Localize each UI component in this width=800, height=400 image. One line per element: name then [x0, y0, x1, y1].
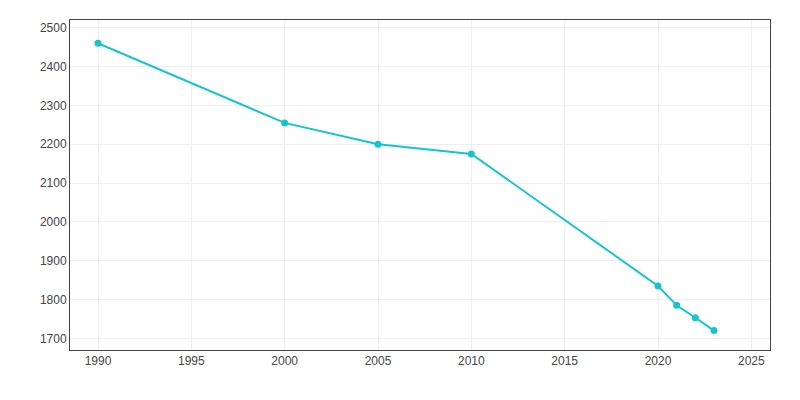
svg-text:1800: 1800	[40, 293, 67, 307]
svg-text:2010: 2010	[458, 354, 485, 368]
svg-text:2020: 2020	[645, 354, 672, 368]
svg-text:2025: 2025	[738, 354, 765, 368]
svg-text:2200: 2200	[40, 137, 67, 151]
svg-text:1990: 1990	[85, 354, 112, 368]
svg-text:2000: 2000	[271, 354, 298, 368]
svg-text:1900: 1900	[40, 254, 67, 268]
svg-text:2400: 2400	[40, 60, 67, 74]
svg-text:2015: 2015	[551, 354, 578, 368]
svg-text:2100: 2100	[40, 176, 67, 190]
svg-text:2500: 2500	[40, 21, 67, 35]
svg-text:2000: 2000	[40, 215, 67, 229]
svg-text:1995: 1995	[178, 354, 205, 368]
svg-text:2005: 2005	[365, 354, 392, 368]
svg-text:2300: 2300	[40, 99, 67, 113]
svg-text:1700: 1700	[40, 332, 67, 346]
